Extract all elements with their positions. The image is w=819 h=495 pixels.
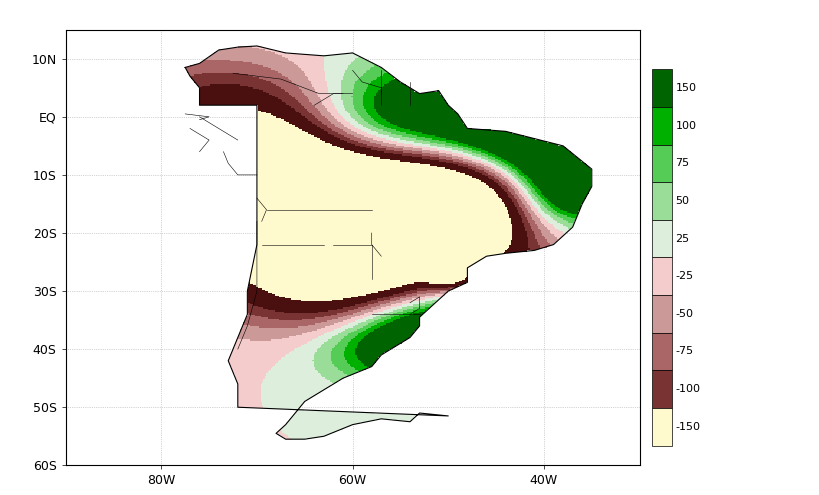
Text: 150: 150 — [675, 83, 695, 93]
Text: -75: -75 — [675, 346, 693, 356]
Text: 100: 100 — [675, 121, 695, 131]
Text: 50: 50 — [675, 196, 689, 206]
Bar — [651, 333, 672, 370]
Bar — [651, 69, 672, 107]
Bar — [651, 220, 672, 257]
Bar — [651, 145, 672, 182]
Bar — [651, 408, 672, 446]
Text: 25: 25 — [675, 234, 689, 244]
Bar — [651, 295, 672, 333]
Text: -50: -50 — [675, 309, 693, 319]
Text: -100: -100 — [675, 384, 699, 394]
Bar — [651, 107, 672, 145]
Text: -25: -25 — [675, 271, 693, 281]
Text: 75: 75 — [675, 158, 689, 168]
Text: -150: -150 — [675, 422, 699, 432]
Bar — [651, 182, 672, 220]
Bar — [651, 370, 672, 408]
Bar — [651, 257, 672, 295]
